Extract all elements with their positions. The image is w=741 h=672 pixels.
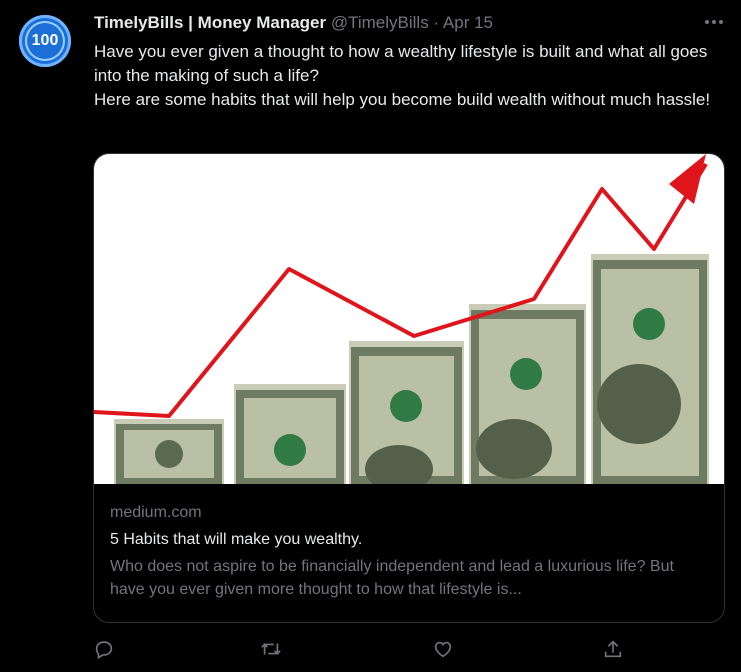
action-bar <box>0 634 741 664</box>
bill-stack-2 <box>234 384 346 489</box>
card-body: medium.com 5 Habits that will make you w… <box>110 503 710 601</box>
tweet-date[interactable]: Apr 15 <box>442 13 494 32</box>
user-handle[interactable]: @TimelyBills <box>330 13 429 32</box>
growth-line <box>94 162 708 418</box>
more-options-icon[interactable] <box>702 14 726 30</box>
tweet-text: Have you ever given a thought to how a w… <box>94 40 734 112</box>
link-card[interactable]: medium.com 5 Habits that will make you w… <box>93 153 725 623</box>
avatar-text: 100 <box>31 32 59 49</box>
bill-stack-5 <box>591 254 709 489</box>
avatar[interactable]: 100 <box>19 15 71 67</box>
tweet-header: TimelyBills | Money Manager @TimelyBills… <box>94 13 493 33</box>
card-description: Who does not aspire to be financially in… <box>110 558 674 598</box>
separator: · <box>433 13 440 32</box>
reply-icon[interactable] <box>89 634 119 664</box>
card-domain: medium.com <box>110 504 202 521</box>
bill-stack-3 <box>349 341 464 493</box>
tweet-text-line: Have you ever given a thought to how a w… <box>94 42 708 85</box>
arrow-head <box>669 154 706 204</box>
money-growth-chart-image[interactable] <box>94 154 724 493</box>
display-name[interactable]: TimelyBills | Money Manager <box>94 13 327 32</box>
heart-icon[interactable] <box>428 634 458 664</box>
bill-stack-1 <box>114 419 224 489</box>
share-icon[interactable] <box>598 634 628 664</box>
tweet-text-line: Here are some habits that will help you … <box>94 90 711 109</box>
retweet-icon[interactable] <box>256 634 286 664</box>
card-title: 5 Habits that will make you wealthy. <box>110 531 363 548</box>
bill-stack-4 <box>469 304 586 489</box>
